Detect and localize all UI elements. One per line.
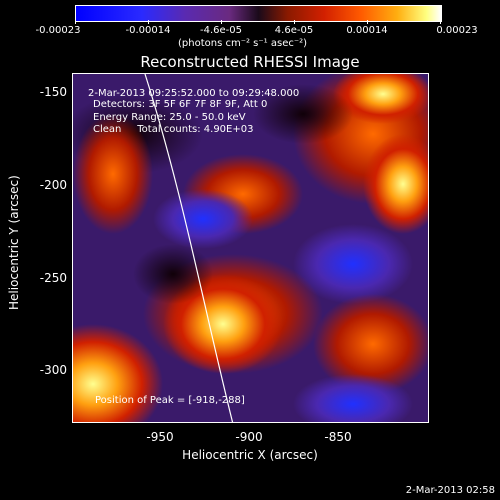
y-tick: -300 — [39, 363, 67, 377]
colorbar-tick — [221, 20, 222, 24]
colorbar-tick — [75, 20, 76, 24]
colorbar-tick — [367, 20, 368, 24]
colorbar-tick — [148, 20, 149, 24]
colorbar-label: 4.6e-05 — [274, 25, 314, 36]
time-range: 2-Mar-2013 09:25:52.000 to 09:29:48.000 — [88, 88, 300, 99]
peak-position: Position of Peak = [-918,-288] — [95, 395, 245, 406]
colorbar-label: -0.00014 — [125, 25, 171, 36]
colorbar-label: -0.00023 — [35, 25, 81, 36]
x-tick: -900 — [235, 430, 263, 444]
colorbar-units: (photons cm⁻² s⁻¹ asec⁻²) — [178, 38, 308, 49]
rhessi-image-svg — [73, 74, 428, 422]
colorbar — [75, 5, 442, 22]
y-axis-label: Heliocentric Y (arcsec) — [7, 175, 21, 310]
rhessi-image — [72, 73, 429, 423]
colorbar-label: -4.6e-05 — [200, 25, 242, 36]
colorbar-tick — [440, 20, 441, 24]
colorbar-label: 0.00014 — [346, 25, 388, 36]
energy-range: Energy Range: 25.0 - 50.0 keV — [93, 112, 246, 123]
y-tick: -200 — [39, 178, 67, 192]
y-tick: -250 — [39, 271, 67, 285]
timestamp: 2-Mar-2013 02:58 — [405, 485, 495, 496]
clean-counts: Clean Total counts: 4.90E+03 — [93, 124, 254, 135]
x-tick: -950 — [146, 430, 174, 444]
plot-title: Reconstructed RHESSI Image — [140, 53, 360, 71]
x-tick: -850 — [324, 430, 352, 444]
colorbar-label: 0.00023 — [436, 25, 478, 36]
detectors: Detectors: 3F 5F 6F 7F 8F 9F, Att 0 — [93, 99, 268, 110]
x-axis-label: Heliocentric X (arcsec) — [182, 448, 318, 462]
colorbar-tick — [294, 20, 295, 24]
y-tick: -150 — [39, 85, 67, 99]
